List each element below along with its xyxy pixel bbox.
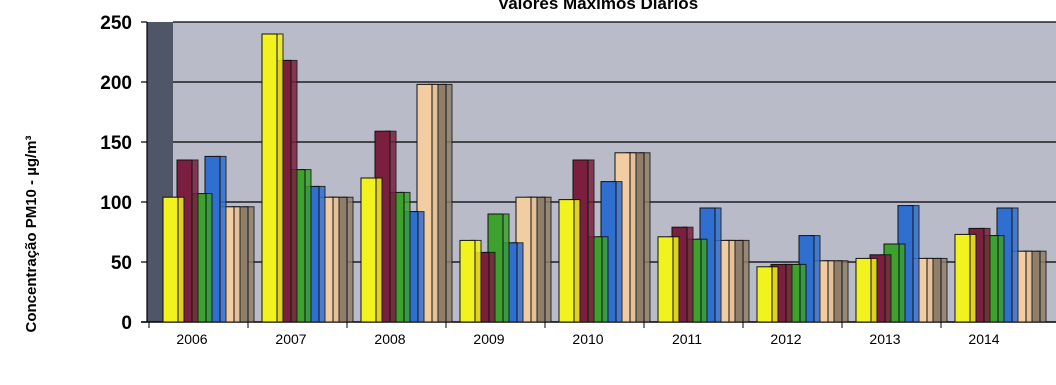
y-tick-label: 200: [100, 73, 132, 94]
bar: [657, 236, 674, 323]
x-tick-label: 2012: [770, 331, 801, 347]
x-tick-labels: 2006 2007 2008 2009 2010 2011 2012 2013 2014: [148, 322, 1000, 347]
y-tick-label: 100: [100, 193, 132, 214]
chart-title: Valores Máximos Diários: [498, 0, 698, 13]
y-tick-label: 0: [121, 313, 132, 334]
x-tick-label: 2006: [176, 331, 207, 347]
y-tick-label: 250: [100, 13, 132, 34]
bar: [162, 196, 179, 323]
bar: [360, 177, 377, 323]
x-tick-label: 2008: [374, 331, 405, 347]
bar: [855, 257, 872, 323]
x-tick-label: 2007: [275, 331, 306, 347]
bar: [459, 239, 476, 323]
bar: [558, 199, 575, 323]
bar: [954, 233, 971, 323]
bar: [756, 266, 773, 323]
bar: [261, 33, 278, 323]
bars: [162, 33, 1047, 323]
x-tick-label: 2011: [672, 331, 702, 347]
y-tick-label: 150: [100, 133, 132, 154]
y-tick-label: 50: [111, 253, 132, 274]
x-tick-label: 2013: [869, 331, 900, 347]
y-axis-label: Concentração PM10 - µg/m³: [23, 135, 40, 332]
x-tick-label: 2009: [473, 331, 504, 347]
x-tick-label: 2010: [572, 331, 603, 347]
y-tick-labels: 0 50 100 150 200 250: [100, 13, 132, 334]
x-tick-label: 2014: [968, 331, 999, 347]
